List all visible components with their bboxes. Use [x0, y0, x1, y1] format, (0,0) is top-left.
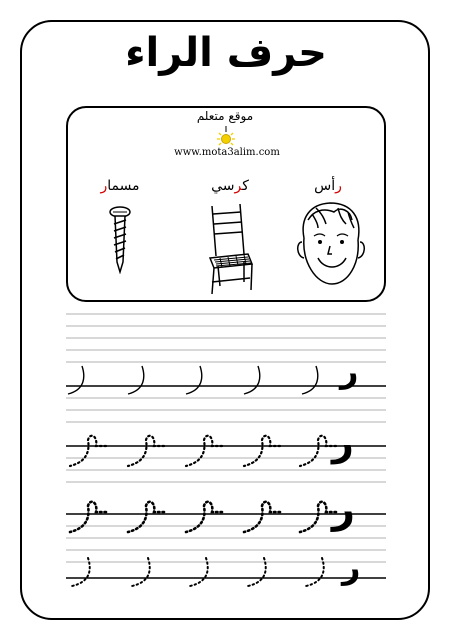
trace-row-4: [71, 557, 325, 587]
model-letter-4: ر: [342, 548, 361, 586]
chair-icon: [208, 203, 254, 295]
word-nail: مسمار: [100, 178, 140, 194]
page-title: حرف الراء: [125, 30, 327, 76]
trace-row-1: [67, 365, 319, 395]
site-url: www.mota3alim.com: [174, 147, 280, 158]
picture-box: [66, 106, 386, 302]
word-chair: كرسي: [211, 178, 249, 194]
model-letter-2: ر: [332, 420, 354, 464]
trace-row-2: [68, 434, 338, 468]
model-letter-3: ر: [332, 486, 356, 532]
trace-row-3: [68, 500, 338, 534]
word-head: رأس: [314, 178, 342, 194]
nail-icon: [109, 206, 131, 274]
head-icon: [297, 202, 365, 285]
worksheet-card: [20, 20, 430, 620]
site-logo-text: موقع متعلم: [196, 109, 254, 123]
model-letter-1: ر: [340, 352, 359, 390]
bulb-icon: [217, 126, 235, 146]
